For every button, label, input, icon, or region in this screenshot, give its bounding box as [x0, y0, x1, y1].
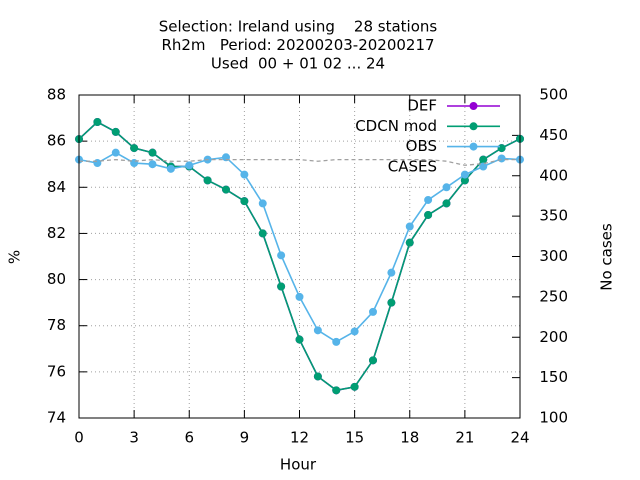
x-tick-label: 3: [129, 429, 139, 447]
y-tick-label: 86: [47, 132, 66, 150]
point: [424, 210, 433, 219]
point: [497, 144, 506, 153]
point: [203, 176, 212, 185]
point: [130, 144, 139, 153]
chart-title: Selection: Ireland using 28 stations: [159, 18, 438, 36]
point: [148, 148, 157, 157]
x-tick-label: 18: [400, 429, 419, 447]
point: [295, 335, 304, 344]
y-tick-label: 76: [47, 362, 66, 380]
point: [240, 197, 249, 206]
x-tick-label: 15: [345, 429, 364, 447]
point: [185, 161, 194, 170]
point: [387, 268, 396, 277]
point: [277, 251, 286, 260]
y2-axis-label: No cases: [598, 223, 616, 291]
legend-label: DEF: [407, 97, 437, 115]
x-tick-label: 24: [510, 429, 529, 447]
point: [332, 337, 341, 346]
y-tick-label: 78: [47, 316, 66, 334]
legend-label: CDCN mod: [355, 117, 437, 135]
series-line: [78, 121, 521, 392]
series: [75, 117, 524, 395]
point: [350, 327, 359, 336]
y-tick-label: 84: [47, 178, 66, 196]
point: [295, 292, 304, 301]
y2-tick-label: 350: [539, 207, 568, 225]
chart-title: Rh2m Period: 20200203-20200217: [161, 36, 434, 54]
y-tick-label: 80: [47, 270, 66, 288]
point: [240, 170, 249, 179]
x-tick-label: 21: [455, 429, 474, 447]
point: [460, 170, 469, 179]
series: [75, 148, 524, 346]
point: [387, 298, 396, 307]
point: [313, 372, 322, 381]
point: [313, 326, 322, 335]
x-tick-label: 6: [184, 429, 194, 447]
point: [93, 117, 102, 126]
x-tick-label: 0: [74, 429, 84, 447]
x-tick-label: 9: [240, 429, 250, 447]
y2-tick-label: 200: [539, 328, 568, 346]
point: [469, 102, 478, 110]
point: [405, 222, 414, 231]
point: [111, 127, 120, 136]
point: [222, 185, 230, 194]
y2-tick-label: 100: [539, 409, 568, 427]
chart-title: Used 00 + 01 02 ... 24: [211, 55, 385, 73]
legend-label: CASES: [388, 157, 437, 175]
point: [424, 195, 433, 204]
point: [111, 148, 120, 157]
y-tick-label: 88: [47, 86, 66, 104]
x-tick-label: 12: [290, 429, 309, 447]
y2-tick-label: 250: [539, 287, 568, 305]
x-axis-label: Hour: [280, 456, 317, 474]
point: [369, 307, 377, 316]
point: [332, 386, 341, 395]
y-axis-label: %: [6, 250, 24, 264]
point: [469, 122, 478, 131]
y2-tick-label: 400: [539, 166, 568, 184]
y-tick-label: 74: [47, 409, 66, 427]
series-line: [78, 121, 521, 392]
point: [166, 164, 175, 173]
y2-tick-label: 450: [539, 126, 568, 144]
plot-border: [78, 94, 521, 419]
point: [442, 199, 451, 208]
point: [148, 160, 157, 169]
point: [258, 199, 267, 208]
y2-tick-label: 500: [539, 86, 568, 104]
point: [405, 238, 414, 247]
series: [79, 158, 520, 166]
point: [469, 142, 478, 151]
y2-tick-label: 150: [539, 368, 568, 386]
y-tick-label: 82: [47, 224, 66, 242]
point: [497, 154, 506, 163]
y2-tick-label: 300: [539, 247, 568, 265]
point: [350, 382, 359, 391]
legend-label: OBS: [406, 137, 437, 155]
series-line: [79, 158, 520, 166]
point: [369, 356, 377, 365]
point: [479, 155, 488, 164]
point: [442, 183, 451, 192]
point: [277, 282, 286, 291]
point: [258, 229, 267, 238]
point: [479, 162, 488, 171]
